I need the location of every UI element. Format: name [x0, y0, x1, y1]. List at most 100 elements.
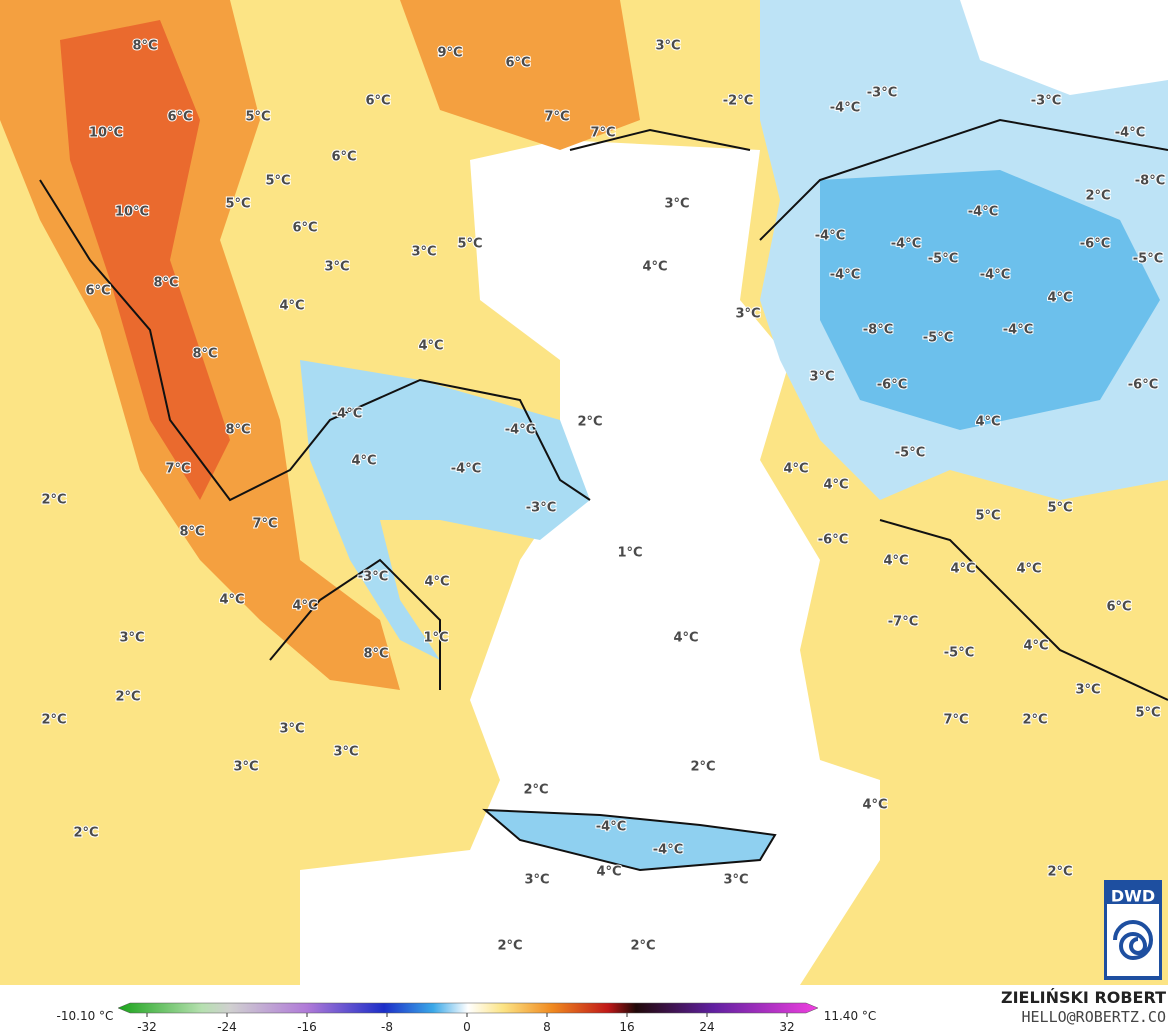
- temperature-label: 4°C: [950, 562, 975, 577]
- temperature-label: -8°C: [863, 323, 893, 338]
- temperature-label: 2°C: [1047, 865, 1072, 880]
- crete: [482, 808, 777, 872]
- temperature-label: -6°C: [818, 533, 848, 548]
- temperature-label: 8°C: [132, 39, 157, 54]
- temperature-label: 5°C: [225, 197, 250, 212]
- temperature-label: 3°C: [723, 873, 748, 888]
- credit-author: ZIELIŃSKI ROBERT: [1001, 988, 1166, 1007]
- temperature-label: 6°C: [331, 150, 356, 165]
- temperature-label: 7°C: [544, 110, 569, 125]
- temperature-label: 4°C: [783, 462, 808, 477]
- temperature-label: -4°C: [830, 101, 860, 116]
- cold-core-east: [820, 170, 1160, 430]
- temperature-label: 4°C: [1047, 291, 1072, 306]
- temperature-label: 5°C: [245, 110, 270, 125]
- temperature-label: 8°C: [363, 647, 388, 662]
- temperature-label: -3°C: [1031, 94, 1061, 109]
- temperature-label: 4°C: [424, 575, 449, 590]
- temperature-label: 3°C: [279, 722, 304, 737]
- temperature-label: -4°C: [505, 423, 535, 438]
- colorbar-min: -10.10 °C: [57, 1009, 114, 1023]
- temperature-label: -6°C: [1080, 237, 1110, 252]
- temperature-label: 3°C: [809, 370, 834, 385]
- temperature-label: -5°C: [944, 646, 974, 661]
- colorbar-tick-label: 32: [779, 1020, 794, 1034]
- colorbar-max: 11.40 °C: [824, 1009, 877, 1023]
- colorbar-tick-label: 16: [619, 1020, 634, 1034]
- temperature-label: 5°C: [1135, 706, 1160, 721]
- temperature-label: 5°C: [975, 509, 1000, 524]
- temperature-label: 2°C: [577, 415, 602, 430]
- temperature-label: -4°C: [1115, 126, 1145, 141]
- temperature-label: 8°C: [192, 347, 217, 362]
- black-sea: [960, 0, 1168, 95]
- temperature-label: -5°C: [895, 446, 925, 461]
- temperature-label: 7°C: [590, 126, 615, 141]
- temperature-label: 2°C: [1022, 713, 1047, 728]
- temperature-label: 3°C: [735, 307, 760, 322]
- temperature-label: 4°C: [823, 478, 848, 493]
- coastline: [39, 118, 1168, 701]
- temperature-label: -4°C: [815, 229, 845, 244]
- temperature-label: -4°C: [1003, 323, 1033, 338]
- cold-region-greece: [300, 360, 590, 660]
- temperature-label: 10°C: [115, 205, 149, 220]
- temperature-label: -4°C: [980, 268, 1010, 283]
- temperature-label: -6°C: [1128, 378, 1158, 393]
- temperature-label: 1°C: [617, 546, 642, 561]
- temperature-label: 5°C: [1047, 501, 1072, 516]
- temperature-label: 2°C: [497, 939, 522, 954]
- temperature-label: 3°C: [333, 745, 358, 760]
- logo-text: DWD: [1111, 887, 1155, 906]
- colorbar-tick-label: -24: [217, 1020, 237, 1034]
- temperature-label: 2°C: [523, 783, 548, 798]
- temperature-label: 5°C: [457, 237, 482, 252]
- temperature-label: 3°C: [524, 873, 549, 888]
- temperature-label: 4°C: [862, 798, 887, 813]
- temperature-label: 3°C: [233, 760, 258, 775]
- aegean-sea: [300, 140, 880, 985]
- temperature-label: 4°C: [418, 339, 443, 354]
- temperature-label: 4°C: [1016, 562, 1041, 577]
- temperature-label: -5°C: [923, 331, 953, 346]
- temperature-label: -3°C: [358, 570, 388, 585]
- temperature-label: 4°C: [975, 415, 1000, 430]
- temperature-label: 2°C: [73, 826, 98, 841]
- temperature-label: 2°C: [41, 713, 66, 728]
- temperature-label: 3°C: [664, 197, 689, 212]
- temperature-label: 4°C: [292, 599, 317, 614]
- temperature-label: -3°C: [867, 86, 897, 101]
- temperature-label: 6°C: [292, 221, 317, 236]
- colorbar-tick-label: 24: [699, 1020, 714, 1034]
- temperature-label: 3°C: [411, 245, 436, 260]
- temperature-label: 3°C: [1075, 683, 1100, 698]
- temperature-label: 6°C: [1106, 600, 1131, 615]
- temperature-label: 7°C: [252, 517, 277, 532]
- temperature-label: 3°C: [119, 631, 144, 646]
- colorbar-tick-label: -32: [137, 1020, 157, 1034]
- colorbar-tick-label: -8: [381, 1020, 393, 1034]
- colorbar: [117, 1002, 819, 1014]
- temperature-label: 4°C: [642, 260, 667, 275]
- colorbar-tick-label: -16: [297, 1020, 317, 1034]
- temperature-label: 3°C: [324, 260, 349, 275]
- temperature-label: -5°C: [928, 252, 958, 267]
- temperature-label: 3°C: [655, 39, 680, 54]
- temperature-label: 2°C: [115, 690, 140, 705]
- temperature-label: 8°C: [153, 276, 178, 291]
- temperature-label: 6°C: [365, 94, 390, 109]
- temperature-label: -2°C: [723, 94, 753, 109]
- temperature-label: 7°C: [165, 462, 190, 477]
- temperature-label: 4°C: [883, 554, 908, 569]
- temperature-label: -5°C: [1133, 252, 1163, 267]
- temperature-label: 8°C: [179, 525, 204, 540]
- temperature-label: -4°C: [332, 407, 362, 422]
- temperature-label: -4°C: [451, 462, 481, 477]
- temperature-label: 2°C: [630, 939, 655, 954]
- temperature-label: -4°C: [891, 237, 921, 252]
- temperature-label: 2°C: [41, 493, 66, 508]
- temperature-label: -4°C: [596, 820, 626, 835]
- temperature-label: 4°C: [673, 631, 698, 646]
- temperature-label: -4°C: [653, 843, 683, 858]
